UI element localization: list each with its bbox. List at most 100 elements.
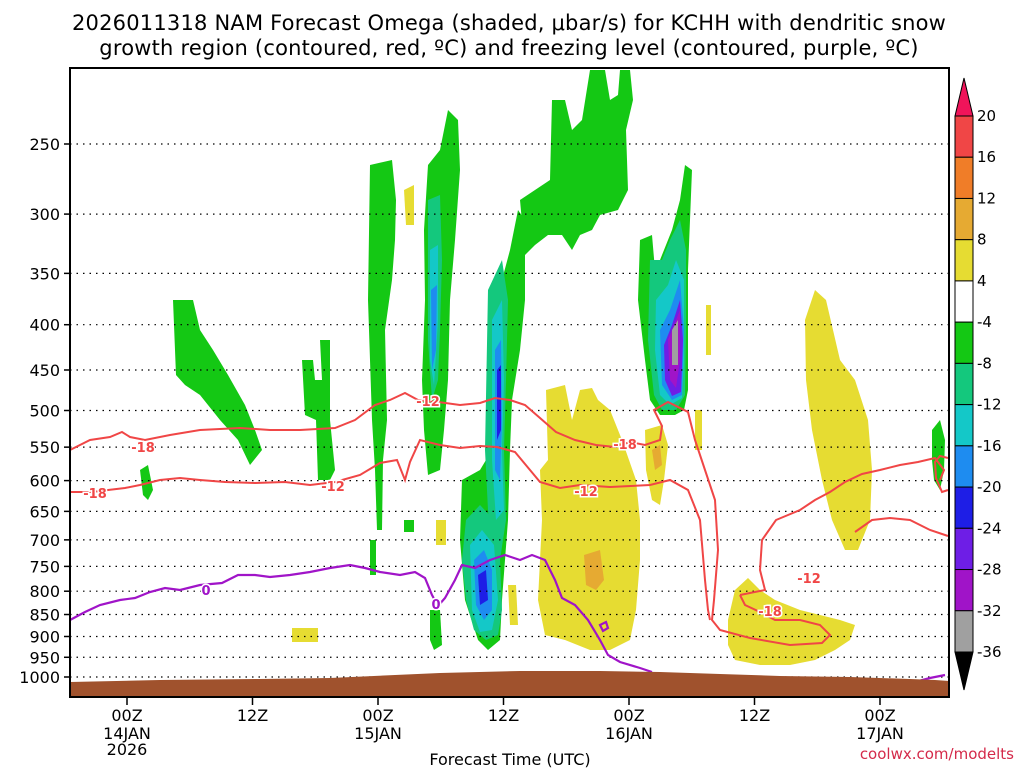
chart-title-line2: growth region (contoured, red, ºC) and f… <box>99 36 918 60</box>
colorbar-band <box>954 156 974 199</box>
colorbar-label: -16 <box>977 437 1002 455</box>
y-tick-label: 300 <box>29 205 60 224</box>
y-tick-label: 800 <box>29 582 60 601</box>
omega-region-upward-extreme <box>497 365 501 440</box>
y-tick-label: 1000 <box>19 668 60 687</box>
terrain-fill <box>70 671 949 697</box>
omega-region-upward-weak <box>173 300 262 465</box>
y-tick-label: 850 <box>29 606 60 625</box>
colorbar-top-arrow <box>954 77 974 117</box>
colorbar-label: -36 <box>977 643 1002 661</box>
chart-title-line1: 2026011318 NAM Forecast Omega (shaded, μ… <box>72 11 946 35</box>
dgz-contour-label: -18 <box>613 438 637 453</box>
y-tick-label: 350 <box>29 264 60 283</box>
omega-region-downward <box>538 385 640 650</box>
colorbar-bottom-arrow <box>954 651 974 691</box>
colorbar-band <box>954 362 974 406</box>
omega-region-upward-weak <box>404 520 414 532</box>
omega-region-downward <box>508 585 518 625</box>
y-tick-label: 500 <box>29 402 60 421</box>
dgz-contour-minus12 <box>854 516 949 537</box>
colorbar-band <box>954 280 974 323</box>
colorbar-label: -24 <box>977 519 1002 537</box>
x-tick-label: 12Z <box>488 706 519 725</box>
x-tick-label: 00Z <box>362 706 393 725</box>
x-tick-label: 12Z <box>237 706 268 725</box>
omega-region-downward <box>584 550 604 590</box>
x-axis-label: Forecast Time (UTC) <box>429 750 590 768</box>
dgz-contour-minus12 <box>739 456 946 596</box>
credit-text: coolwx.com/modelts <box>860 745 1014 763</box>
omega-region-downward <box>292 628 318 642</box>
omega-region-downward <box>728 578 855 665</box>
colorbar-band <box>954 569 974 612</box>
plot-frame <box>69 67 950 698</box>
colorbar-label: -20 <box>977 478 1002 496</box>
omega-region-upward-weak <box>368 160 396 530</box>
y-tick-label: 250 <box>29 135 60 154</box>
colorbar-label: -28 <box>977 561 1002 579</box>
colorbar-band <box>954 115 974 158</box>
colorbar-label: 12 <box>977 189 996 207</box>
colorbar-band <box>954 197 974 241</box>
colorbar-label: -4 <box>977 313 992 331</box>
dgz-contour-label: -12 <box>574 485 598 500</box>
omega-region-downward <box>706 305 711 355</box>
freezing-contour-label: 0 <box>431 598 440 613</box>
y-tick-label: 650 <box>29 502 60 521</box>
colorbar-label: -8 <box>977 354 992 372</box>
dgz-contour-minus18 <box>933 454 949 494</box>
y-tick-label: 400 <box>29 316 60 335</box>
dgz-contour-label: -18 <box>758 605 782 620</box>
colorbar-label: 8 <box>977 231 987 249</box>
plot-area: -18 -12 -18 -12 -18 -12 -18 -12 0 0 <box>69 67 950 698</box>
freezing-contour-0c <box>69 553 653 674</box>
dgz-contour-label: -18 <box>131 441 155 456</box>
x-tick-date: 17JAN <box>856 724 904 743</box>
colorbar-band <box>954 527 974 571</box>
dgz-contour-minus12 <box>70 438 711 621</box>
colorbar-label: 20 <box>977 107 996 125</box>
omega-region-downward <box>805 290 872 550</box>
x-tick-date: 14JAN <box>103 724 151 743</box>
x-tick-label: 00Z <box>111 706 142 725</box>
omega-region-upward-weak <box>370 540 376 575</box>
colorbar-label: -32 <box>977 602 1002 620</box>
colorbar-band <box>954 610 974 653</box>
omega-region-upward-extreme <box>672 320 678 365</box>
dgz-contour-label: -12 <box>321 480 345 495</box>
dgz-contour-label: -18 <box>83 487 107 502</box>
y-tick-label: 550 <box>29 438 60 457</box>
x-tick-label: 00Z <box>864 706 895 725</box>
y-tick-label: 750 <box>29 557 60 576</box>
x-tick-year: 2026 <box>107 740 148 759</box>
omega-region-upward-extreme <box>478 570 488 605</box>
colorbar-label: 16 <box>977 148 996 166</box>
colorbar-band <box>954 239 974 282</box>
omega-region-upward-weak <box>430 610 442 650</box>
freezing-contour-label: 0 <box>201 584 210 599</box>
contour-labels: -18 -12 -18 -12 -18 -12 -18 -12 0 0 <box>82 394 823 622</box>
x-tick-date: 16JAN <box>605 724 653 743</box>
x-tick-label: 12Z <box>739 706 770 725</box>
colorbar-label: -12 <box>977 396 1002 414</box>
omega-region-downward <box>436 520 446 545</box>
colorbar-band <box>954 404 974 447</box>
colorbar-label: 4 <box>977 272 987 290</box>
y-tick-label: 900 <box>29 627 60 646</box>
dgz-contours <box>69 391 949 647</box>
omega-region-downward <box>695 410 702 450</box>
freezing-contour-0c <box>598 620 610 633</box>
omega-region-upward-weak <box>520 70 633 255</box>
colorbar: 20 16 12 8 4 -4 -8 -12 -16 -20 -24 -28 -32 -36 <box>954 77 1002 691</box>
dgz-contour-label: -12 <box>797 572 821 587</box>
colorbar-band <box>954 445 974 488</box>
x-tick-date: 15JAN <box>354 724 402 743</box>
y-axis: 250 300 350 400 450 500 550 600 650 700 750 800 850 9… <box>19 135 70 687</box>
x-tick-label: 00Z <box>613 706 644 725</box>
dgz-contour-minus18 <box>69 391 832 647</box>
omega-region-downward <box>652 445 662 470</box>
y-tick-label: 600 <box>29 472 60 491</box>
